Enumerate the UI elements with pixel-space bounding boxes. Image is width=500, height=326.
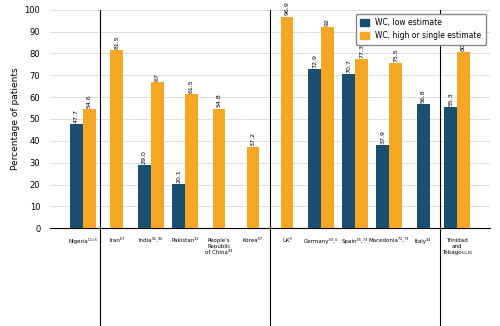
Bar: [151, 82, 164, 228]
Text: 37.2: 37.2: [250, 132, 256, 146]
Bar: [212, 109, 226, 228]
Y-axis label: Percentage of patients: Percentage of patients: [12, 68, 20, 170]
Text: 72.9: 72.9: [312, 54, 317, 68]
Text: 55.3: 55.3: [448, 93, 453, 106]
Text: 80.6: 80.6: [461, 37, 466, 51]
Bar: [70, 124, 83, 228]
Bar: [355, 59, 368, 228]
Bar: [83, 109, 96, 228]
Text: 54.6: 54.6: [87, 94, 92, 108]
Bar: [172, 184, 185, 228]
Bar: [444, 107, 457, 228]
Text: 37.9: 37.9: [380, 130, 385, 144]
Bar: [185, 94, 198, 228]
Bar: [321, 27, 334, 228]
Text: 20.1: 20.1: [176, 170, 181, 183]
Bar: [110, 50, 124, 228]
Text: 67: 67: [155, 73, 160, 81]
Bar: [308, 69, 321, 228]
Text: 96.9: 96.9: [284, 2, 290, 15]
Text: 61.5: 61.5: [189, 79, 194, 93]
Bar: [376, 145, 389, 228]
Bar: [416, 104, 430, 228]
Text: 56.8: 56.8: [420, 89, 426, 103]
Text: 70.7: 70.7: [346, 59, 351, 73]
Text: 29.0: 29.0: [142, 150, 147, 164]
Bar: [342, 74, 355, 228]
Bar: [389, 63, 402, 228]
Bar: [280, 17, 293, 228]
Text: 92: 92: [325, 18, 330, 26]
Text: 81.5: 81.5: [114, 36, 119, 49]
Text: 77.3: 77.3: [359, 44, 364, 58]
Legend: WC, low estimate, WC, high or single estimate: WC, low estimate, WC, high or single est…: [356, 14, 486, 45]
Text: 54.8: 54.8: [216, 94, 222, 107]
Bar: [138, 165, 151, 228]
Text: 47.7: 47.7: [74, 109, 79, 123]
Bar: [457, 52, 470, 228]
Bar: [246, 147, 260, 228]
Text: 75.5: 75.5: [393, 49, 398, 62]
